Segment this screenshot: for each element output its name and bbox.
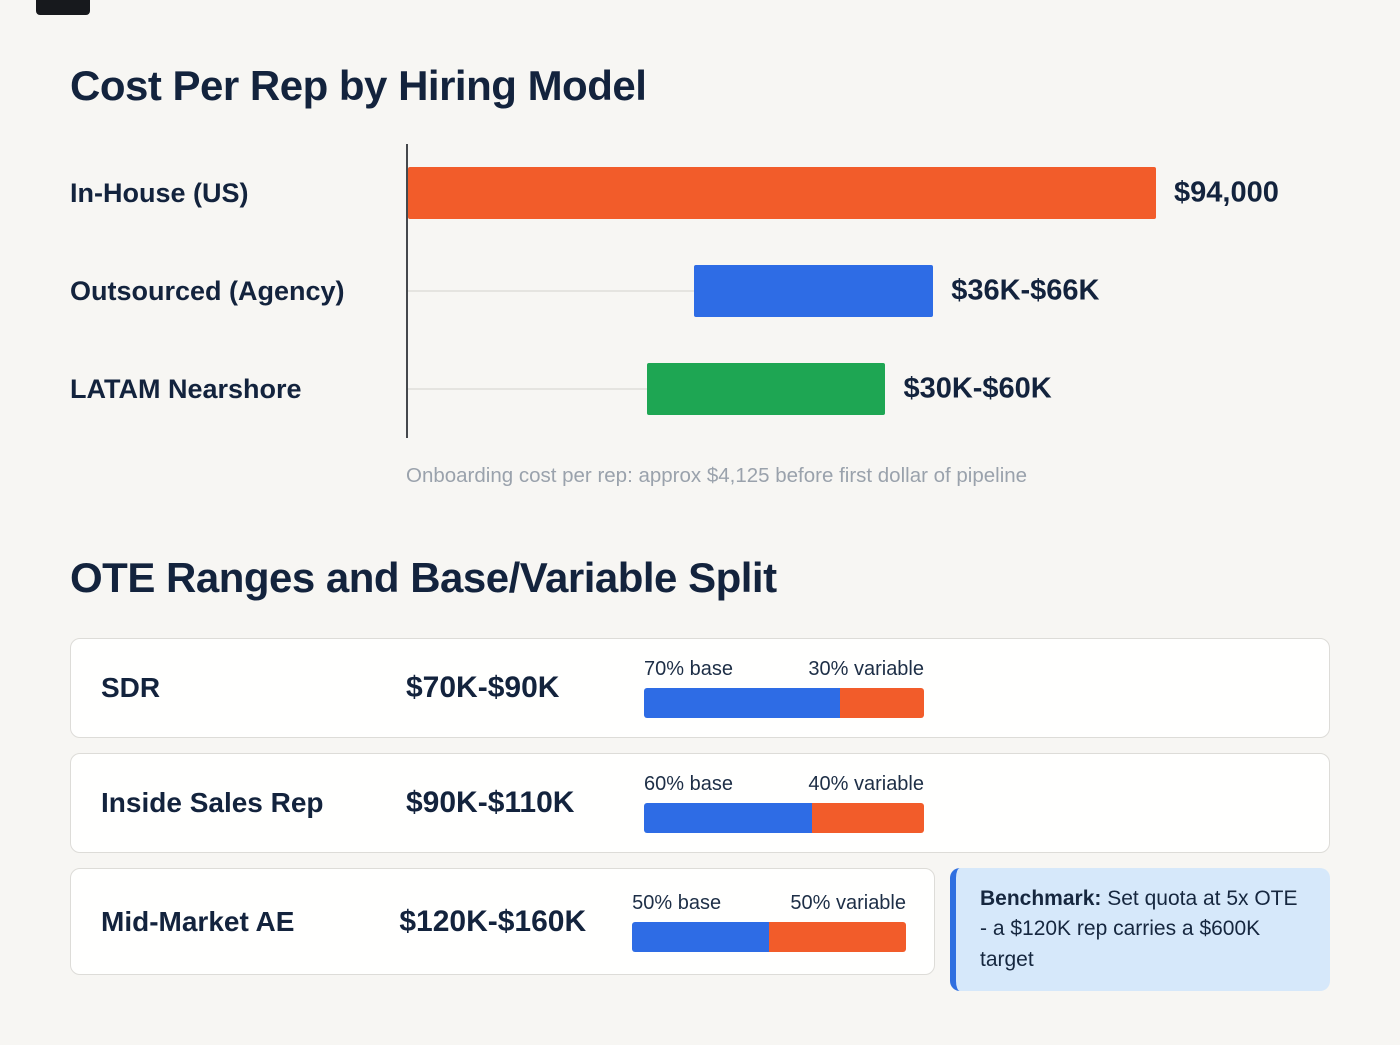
cost-bar-category: In-House (US) — [70, 177, 249, 208]
base-split-label: 70% base — [644, 658, 733, 680]
corner-logo-fragment — [36, 0, 90, 15]
base-split-label: 60% base — [644, 773, 733, 795]
ote-section-title: OTE Ranges and Base/Variable Split — [70, 554, 777, 601]
variable-split-label: 30% variable — [808, 658, 924, 680]
cost-bar-track: $30K-$60K — [406, 340, 1156, 438]
base-segment — [644, 688, 840, 718]
ote-card: Inside Sales Rep $90K-$110K 60% base 40%… — [70, 753, 1330, 853]
ote-range: $120K-$160K — [399, 904, 587, 938]
ote-card: Mid-Market AE $120K-$160K 50% base 50% v… — [70, 868, 935, 975]
cost-bar-value: $30K-$60K — [903, 372, 1052, 405]
cost-bar — [694, 265, 934, 317]
ote-cards: SDR $70K-$90K 70% base 30% variable Insi… — [70, 638, 1330, 992]
ote-split: 50% base 50% variable — [632, 892, 906, 952]
split-bar — [632, 921, 906, 952]
variable-split-label: 50% variable — [790, 891, 906, 914]
cost-bar-row: Outsourced (Agency) $36K-$66K — [70, 242, 1330, 340]
ote-split: 60% base 40% variable — [644, 773, 924, 833]
variable-segment — [840, 688, 924, 718]
cost-bar-value: $36K-$66K — [951, 274, 1100, 307]
variable-segment — [769, 921, 906, 952]
base-segment — [632, 921, 770, 952]
cost-bar-category: Outsourced (Agency) — [70, 275, 345, 306]
ote-range: $70K-$90K — [406, 671, 560, 704]
cost-bar-value: $94,000 — [1174, 176, 1279, 209]
cost-bar-row: In-House (US) $94,000 — [70, 144, 1330, 242]
ote-role: Mid-Market AE — [101, 905, 295, 937]
variable-segment — [812, 803, 924, 833]
benchmark-paragraph: Benchmark: Set quota at 5x OTE - a $120K… — [980, 884, 1306, 975]
ote-cards-top: SDR $70K-$90K 70% base 30% variable Insi… — [70, 638, 1330, 853]
ote-card-bottom-slot: Mid-Market AE $120K-$160K 50% base 50% v… — [70, 868, 935, 991]
cost-bar-row: LATAM Nearshore $30K-$60K — [70, 340, 1330, 438]
split-labels: 60% base 40% variable — [644, 773, 924, 796]
variable-split-label: 40% variable — [808, 773, 924, 795]
benchmark-text: Set quota at 5x OTE - a $120K rep carrie… — [980, 887, 1298, 971]
cost-chart-rows: In-House (US) $94,000 Outsourced (Agency… — [70, 144, 1330, 438]
base-split-label: 50% base — [632, 891, 722, 914]
bar-baseline — [408, 290, 695, 292]
chart-annotation: Onboarding cost per rep: approx $4,125 b… — [406, 464, 1028, 487]
cost-bar — [408, 167, 1156, 219]
split-labels: 50% base 50% variable — [632, 892, 906, 915]
split-bar — [644, 688, 924, 718]
bar-baseline — [408, 388, 647, 390]
benchmark-label: Benchmark: — [980, 887, 1102, 910]
ote-bottom-row: Mid-Market AE $120K-$160K 50% base 50% v… — [70, 868, 1330, 992]
ote-split: 70% base 30% variable — [644, 658, 924, 718]
benchmark-callout: Benchmark: Set quota at 5x OTE - a $120K… — [950, 868, 1330, 992]
ote-role: SDR — [101, 672, 161, 703]
split-labels: 70% base 30% variable — [644, 658, 924, 681]
cost-per-rep-chart: In-House (US) $94,000 Outsourced (Agency… — [70, 144, 1330, 488]
cost-chart-title: Cost Per Rep by Hiring Model — [70, 62, 647, 109]
split-bar — [644, 803, 924, 833]
cost-bar — [646, 363, 886, 415]
cost-bar-track: $36K-$66K — [406, 242, 1156, 340]
ote-range: $90K-$110K — [406, 786, 575, 819]
base-segment — [644, 803, 812, 833]
cost-bar-track: $94,000 — [406, 144, 1279, 242]
ote-card: SDR $70K-$90K 70% base 30% variable — [70, 638, 1330, 738]
ote-role: Inside Sales Rep — [101, 787, 324, 818]
cost-bar-category: LATAM Nearshore — [70, 373, 302, 404]
infographic-page: Cost Per Rep by Hiring Model In-House (U… — [70, 62, 1330, 992]
